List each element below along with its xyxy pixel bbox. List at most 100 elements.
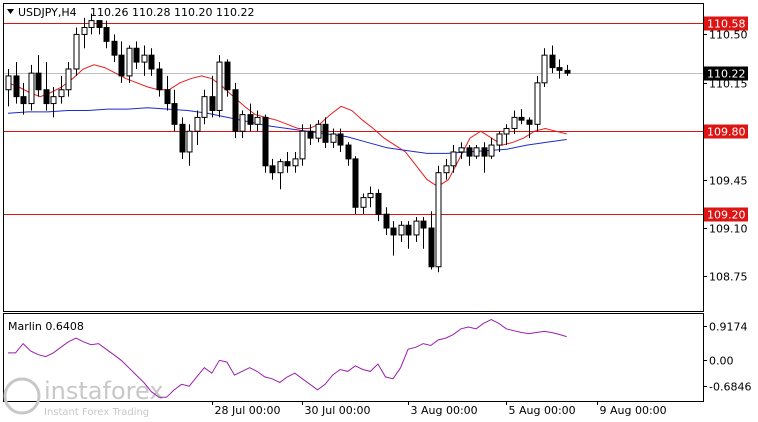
candle-body <box>443 165 450 174</box>
candle-body <box>518 116 525 121</box>
candle-body <box>405 224 412 236</box>
candle <box>511 110 518 134</box>
candle <box>466 145 473 166</box>
candle-body <box>232 89 239 132</box>
candle <box>254 110 261 132</box>
price-tick-label: 109.10 <box>709 223 748 236</box>
candle-body <box>337 133 344 146</box>
ohlc-readout: 110.26 110.28 110.20 110.22 <box>90 6 254 19</box>
candle <box>186 124 193 166</box>
candle <box>43 62 50 111</box>
candle <box>13 62 20 104</box>
candle-body <box>247 114 254 125</box>
candle-body <box>413 220 420 236</box>
candle <box>345 142 352 166</box>
candle-body <box>330 133 337 143</box>
candle-body <box>209 96 216 111</box>
level-badge-label: 109.80 <box>707 126 746 139</box>
candle <box>247 103 254 132</box>
candle-body <box>307 130 314 139</box>
candle <box>292 151 299 173</box>
candle-body <box>179 123 186 153</box>
candle <box>428 211 435 270</box>
candle <box>375 189 382 222</box>
candle <box>322 117 329 148</box>
candle-body <box>50 96 57 105</box>
candle-body <box>96 20 103 29</box>
candle <box>564 64 571 76</box>
candle <box>118 41 125 83</box>
candle <box>405 221 412 249</box>
candle-body <box>345 144 352 160</box>
menu-triangle-icon[interactable] <box>7 9 14 14</box>
candle <box>481 142 488 173</box>
candle <box>269 158 276 180</box>
indicator-pane-frame <box>3 313 704 402</box>
candle <box>458 142 465 159</box>
candle <box>352 156 359 215</box>
candle <box>81 17 88 49</box>
time-tick-label: 9 Aug 00:00 <box>600 404 667 417</box>
candle-body <box>43 89 50 105</box>
current-price-label: 110.22 <box>707 68 746 81</box>
candle-body <box>269 165 276 174</box>
candle-body <box>201 96 208 118</box>
candle <box>35 55 42 97</box>
price-tick-label: 108.75 <box>709 271 748 284</box>
price-tick-label: 109.45 <box>709 175 748 188</box>
candle-body <box>473 147 480 157</box>
candle-body <box>35 72 42 91</box>
candle <box>194 110 201 146</box>
candle <box>383 207 390 235</box>
watermark-tagline: Instant Forex Trading <box>44 407 149 418</box>
candle-body <box>383 213 390 229</box>
candle-body <box>466 147 473 157</box>
candle-body <box>133 47 140 63</box>
candle <box>103 20 110 49</box>
candle <box>239 110 246 139</box>
candle-body <box>239 114 246 132</box>
candle <box>209 75 216 118</box>
indicator-tick-label: -0.6846 <box>709 381 751 394</box>
candle-body <box>118 54 125 77</box>
candle-body <box>126 47 133 77</box>
indicator-tick-label: 0.00 <box>709 355 734 368</box>
candle <box>277 158 284 190</box>
candle <box>164 75 171 111</box>
time-tick-label: 3 Aug 00:00 <box>411 404 478 417</box>
candle <box>156 62 163 97</box>
level-badge <box>704 207 748 222</box>
candle-body <box>224 61 231 91</box>
candle <box>518 109 525 125</box>
candle-body <box>526 119 533 125</box>
candle <box>141 45 148 76</box>
price-pane-frame <box>3 3 704 312</box>
candle <box>262 114 269 173</box>
candle-body <box>13 75 20 98</box>
candle-body <box>556 67 563 71</box>
candle-body <box>428 227 435 268</box>
price-tick-label: 110.50 <box>709 29 748 42</box>
candle <box>20 82 27 115</box>
candle <box>216 55 223 118</box>
candle-body <box>28 72 35 105</box>
candle <box>337 128 344 152</box>
candle-body <box>20 96 27 105</box>
candle <box>390 221 397 256</box>
candle-body <box>262 116 269 167</box>
candle-body <box>420 220 427 229</box>
level-badge-label: 109.20 <box>707 209 746 222</box>
candle <box>367 186 374 208</box>
candle <box>413 216 420 242</box>
symbol-label: USDJPY,H4 <box>18 6 77 19</box>
instaforex-logo-icon <box>3 377 41 415</box>
candle <box>5 68 12 107</box>
candle-body <box>450 151 457 167</box>
candlesticks <box>5 13 571 273</box>
time-tick-label: 28 Jul 00:00 <box>215 404 281 417</box>
level-badge-label: 110.58 <box>707 18 746 31</box>
candle-body <box>73 33 80 70</box>
candle <box>503 124 510 146</box>
candle <box>360 193 367 215</box>
